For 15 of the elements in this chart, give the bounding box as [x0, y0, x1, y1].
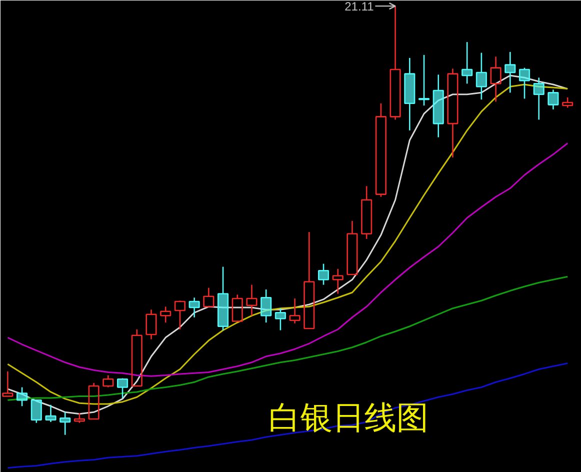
candlestick [447, 68, 458, 158]
candlestick [289, 298, 300, 324]
candlestick [476, 52, 487, 100]
candlestick [332, 268, 344, 294]
candlestick [504, 51, 516, 94]
candlestick [490, 56, 502, 102]
candlestick [548, 89, 559, 110]
candlestick [246, 284, 258, 316]
candlestick [404, 57, 416, 132]
candlestick [188, 296, 200, 318]
annotation: 21.11 [344, 0, 374, 14]
candlestick [533, 77, 544, 120]
candlestick [60, 411, 71, 436]
candlestick [432, 74, 444, 138]
candlestick [146, 308, 157, 340]
